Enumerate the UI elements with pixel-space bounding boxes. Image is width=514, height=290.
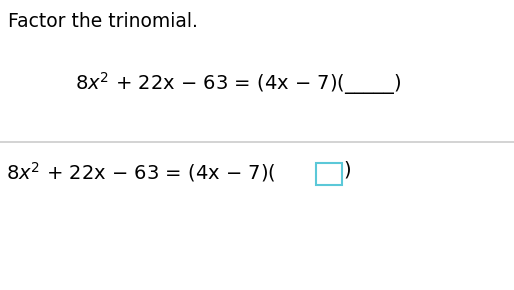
Text: Factor the trinomial.: Factor the trinomial. bbox=[8, 12, 198, 31]
Text: $8x^{2}$ + 22x − 63 = (4x − 7)(_____): $8x^{2}$ + 22x − 63 = (4x − 7)(_____) bbox=[75, 70, 401, 97]
Bar bbox=[316, 163, 342, 185]
Text: ): ) bbox=[343, 160, 351, 179]
Text: $8x^{2}$ + 22x − 63 = (4x − 7)(: $8x^{2}$ + 22x − 63 = (4x − 7)( bbox=[6, 160, 276, 184]
